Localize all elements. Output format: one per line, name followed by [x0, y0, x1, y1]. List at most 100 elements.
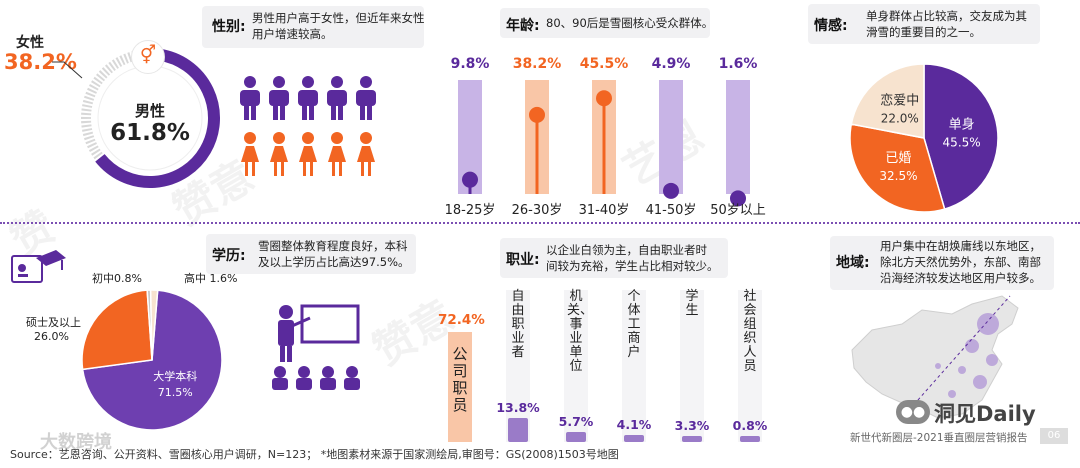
job-value-label: 4.1%	[616, 416, 652, 432]
emotion-desc-line-2: 滑雪的重要目的之一。	[866, 25, 981, 39]
brand-logo-text: 洞见Daily	[934, 402, 1036, 426]
emotion-desc-box	[808, 4, 1040, 44]
age-category-label: 41-50岁	[646, 203, 697, 218]
education-pie-chart: 大学本科 71.5%	[81, 289, 223, 431]
male-person-icon	[327, 76, 347, 120]
job-category-label: 个体工商户	[627, 289, 641, 360]
gender-desc-box	[202, 6, 424, 48]
emotion-title: 情感:	[814, 18, 848, 34]
occupation-title: 职业:	[506, 252, 540, 268]
male-person-icon	[356, 76, 376, 120]
job-bar-bg	[506, 290, 530, 442]
age-bar-dot	[529, 106, 545, 123]
footer-watermark-text: 大数跨境	[40, 432, 112, 453]
emotion-pie-chart: 单身 45.5% 已婚 32.5% 恋爱中 22.0%	[849, 63, 999, 213]
edu-label-junior: 初中0.8%	[92, 272, 142, 285]
age-bar-chart: 9.8% 18-25岁 38.2% 26-30岁 45.5% 31-40岁 4.9% 41-5…	[445, 56, 766, 218]
gender-title: 性别:	[212, 19, 246, 35]
age-bar-dot	[596, 90, 612, 107]
job-value-label: 5.7%	[558, 414, 594, 430]
female-person-icon	[357, 132, 375, 176]
job-bar-bg	[564, 290, 588, 442]
male-value: 61.8%	[110, 120, 190, 146]
female-label: 女性	[16, 35, 44, 51]
occupation-desc-line-2: 间较为充裕，学生占比相对较少。	[546, 259, 719, 273]
education-title: 学历:	[212, 248, 246, 264]
female-person-icon	[241, 132, 259, 176]
pie-slice	[149, 289, 159, 361]
edu-category-label: 大学本科	[153, 369, 197, 383]
gender-desc-line-2: 用户增速较高。	[252, 27, 333, 41]
region-desc-line-2: 除北方天然优势外，东部、南部	[880, 255, 1041, 269]
female-figures-icon	[241, 132, 375, 176]
job-value-label: 72.4%	[438, 312, 485, 328]
age-value-label: 38.2%	[513, 56, 562, 72]
job-bar	[508, 417, 528, 442]
age-bar-dot	[663, 182, 679, 199]
age-value-label: 4.9%	[652, 56, 691, 72]
pie-slice	[923, 63, 999, 210]
job-value-label: 13.8%	[496, 399, 540, 415]
region-title: 地域:	[836, 255, 870, 271]
job-category-label: 自由职业者	[511, 289, 525, 360]
job-bar	[624, 434, 644, 442]
pie-slice	[850, 63, 925, 139]
male-person-icon	[269, 76, 289, 120]
region-desc-box	[830, 236, 1054, 290]
gender-symbol-icon: ⚥	[131, 40, 165, 74]
age-desc: 80、90后是雪圈核心受众群体。	[546, 16, 714, 30]
age-category-label: 31-40岁	[579, 203, 630, 218]
education-desc-box	[206, 234, 416, 274]
job-bar-bg	[738, 290, 762, 442]
male-person-icon	[298, 76, 318, 120]
graduation-cap-icon	[11, 250, 66, 283]
male-label: 男性	[134, 102, 165, 120]
job-bar	[448, 332, 472, 442]
teacher-classroom-icon	[272, 304, 360, 390]
gender-desc-line-1: 男性用户高于女性，但近年来女性	[252, 11, 425, 25]
page-number: 06	[1040, 428, 1068, 444]
job-bar	[682, 436, 702, 442]
edu-value-label: 71.5%	[158, 386, 193, 399]
emotion-category-label: 单身	[949, 117, 975, 133]
job-category-label: 公司职员	[452, 345, 468, 414]
gender-donut-chart	[81, 48, 220, 188]
section-divider	[0, 222, 1080, 224]
age-category-label: 50岁以上	[710, 203, 766, 218]
job-value-label: 3.3%	[674, 418, 710, 433]
occupation-desc-line-1: 以企业白领为主，自由职业者时	[546, 243, 707, 257]
age-category-label: 18-25岁	[445, 203, 496, 218]
male-person-icon	[240, 76, 260, 120]
emotion-value-label: 22.0%	[881, 112, 919, 126]
region-desc-line-3: 沿海经济较发达地区用户较多。	[880, 271, 1041, 285]
age-bar-bg	[726, 80, 750, 194]
occupation-desc-box	[500, 238, 728, 278]
age-category-label: 26-30岁	[512, 203, 563, 218]
job-bar-bg	[622, 290, 646, 442]
source-footnote: Source：艺恩咨询、公开资料、雪圈核心用户调研，N=123； *地图素材来源…	[10, 448, 619, 461]
job-bar	[740, 436, 760, 442]
pie-slice	[81, 289, 153, 371]
wechat-icon: ●●	[896, 400, 930, 424]
female-person-icon	[270, 132, 288, 176]
job-bar	[566, 432, 586, 442]
female-person-icon	[299, 132, 317, 176]
age-value-label: 9.8%	[451, 56, 490, 72]
emotion-desc-line-1: 单身群体占比较高，交友成为其	[866, 9, 1027, 23]
report-name: 新世代新圈层-2021垂直圈层营销报告	[850, 432, 1028, 444]
pie-slice	[849, 123, 946, 213]
male-figures-icon	[240, 76, 376, 120]
edu-label-master: 硕士及以上	[26, 316, 81, 329]
age-title: 年龄:	[506, 18, 540, 34]
edu-label-senior: 高中 1.6%	[184, 272, 238, 285]
job-category-label: 学生	[685, 289, 699, 318]
edu-value-master: 26.0%	[34, 330, 69, 343]
occupation-chart: 公司职员 72.4% 自由职业者 13.8% 机关、事业单位 5.7% 个体工商户 4.1% 学…	[420, 290, 780, 450]
emotion-category-label: 已婚	[885, 151, 911, 166]
job-category-label: 社会组织人员	[743, 289, 757, 374]
age-bar-dot	[730, 190, 746, 207]
age-bar-bg	[659, 80, 683, 194]
emotion-value-label: 32.5%	[879, 169, 917, 183]
age-value-label: 1.6%	[719, 56, 758, 72]
job-value-label: 0.8%	[732, 418, 768, 433]
